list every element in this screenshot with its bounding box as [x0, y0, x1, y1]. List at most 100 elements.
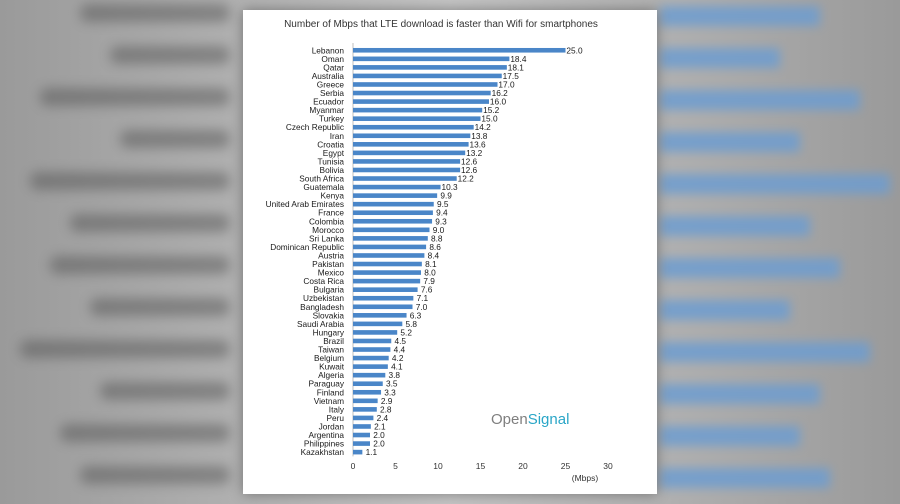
value-label-oman: 18.4 [510, 54, 527, 64]
category-label-croatia: Croatia [317, 139, 344, 149]
bar-hungary [353, 330, 398, 335]
bar-slovakia [353, 313, 407, 318]
blurred-bar [660, 300, 790, 320]
value-label-serbia: 16.2 [492, 88, 509, 98]
bar-finland [353, 389, 382, 395]
blurred-bar [660, 174, 890, 194]
x-tick-30: 30 [603, 461, 613, 471]
category-label-united-arab-emirates: United Arab Emirates [266, 199, 344, 209]
bar-kazakhstan [353, 449, 363, 455]
bar-mexico [353, 270, 421, 275]
blurred-bar [660, 342, 870, 362]
category-label-ecuador: Ecuador [313, 97, 344, 107]
category-label-czech-republic: Czech Republic [286, 122, 344, 132]
category-label-saudi-arabia: Saudi Arabia [297, 319, 344, 329]
bar-brazil [353, 338, 392, 344]
blurred-bar [660, 6, 820, 26]
value-label-guatemala: 10.3 [441, 182, 458, 192]
bar-pakistan [353, 261, 422, 267]
category-label-lebanon: Lebanon [312, 45, 345, 55]
category-label-bulgaria: Bulgaria [314, 285, 345, 295]
bar-egypt [353, 150, 466, 156]
bar-kenya [353, 193, 438, 198]
value-label-argentina: 2.0 [373, 430, 385, 440]
opensignal-logo: OpenSignal [491, 411, 569, 428]
blurred-label [40, 88, 230, 106]
bars-group [352, 43, 566, 457]
blurred-label [90, 298, 230, 316]
blurred-label [80, 4, 230, 22]
blurred-label [60, 424, 230, 442]
value-label-italy: 2.8 [380, 404, 392, 414]
category-label-myanmar: Myanmar [309, 105, 344, 115]
bar-paraguay [353, 381, 383, 387]
value-label-united-arab-emirates: 9.5 [437, 199, 449, 209]
bar-tunisia [353, 159, 461, 164]
category-label-uzbekistan: Uzbekistan [303, 293, 344, 303]
chart-title: Number of Mbps that LTE download is fast… [284, 19, 598, 30]
blurred-label [20, 340, 230, 358]
x-tick-20: 20 [518, 461, 528, 471]
value-label-uzbekistan: 7.1 [417, 293, 429, 303]
bar-guatemala [353, 184, 441, 190]
value-label-greece: 17.0 [498, 79, 515, 89]
value-label-slovakia: 6.3 [410, 310, 422, 320]
bar-austria [353, 253, 425, 258]
value-label-algeria: 3.8 [389, 370, 401, 380]
blurred-bar [660, 258, 840, 278]
value-label-jordan: 2.1 [374, 421, 386, 431]
bar-morocco [353, 227, 430, 233]
x-axis-unit-label: (Mbps) [572, 473, 599, 483]
blurred-bar [660, 384, 820, 404]
logo-signal-text: Signal [528, 411, 570, 428]
bar-united-arab-emirates [353, 201, 434, 207]
bar-algeria [353, 372, 386, 378]
blurred-bar [660, 468, 830, 488]
bar-myanmar [353, 107, 483, 113]
value-label-kazakhstan: 1.1 [366, 447, 378, 457]
value-label-paraguay: 3.5 [386, 379, 398, 389]
bar-bulgaria [353, 287, 418, 292]
blurred-bar [660, 132, 800, 152]
value-label-south-africa: 12.2 [458, 174, 475, 184]
bar-oman [353, 56, 510, 62]
category-label-jordan: Jordan [319, 421, 345, 431]
value-label-bulgaria: 7.6 [421, 285, 433, 295]
x-tick-10: 10 [433, 461, 443, 471]
category-label-dominican-republic: Dominican Republic [270, 242, 344, 252]
x-axis-ticks-group: 0 5 10 15 20 25 30 [351, 461, 613, 471]
category-label-hungary: Hungary [313, 327, 345, 337]
bar-jordan [353, 424, 371, 429]
category-label-france: France [318, 208, 344, 218]
value-label-kuwait: 4.1 [391, 362, 403, 372]
bar-serbia [353, 90, 491, 96]
category-label-bolivia: Bolivia [320, 165, 345, 175]
category-label-taiwan: Taiwan [318, 345, 344, 355]
category-label-costa-rica: Costa Rica [303, 276, 344, 286]
category-label-belgium: Belgium [314, 353, 344, 363]
bar-south-africa [353, 176, 457, 181]
value-label-dominican-republic: 8.6 [429, 242, 441, 252]
category-label-finland: Finland [317, 387, 345, 397]
blurred-label [120, 130, 230, 148]
category-label-slovakia: Slovakia [313, 310, 345, 320]
value-label-pakistan: 8.1 [425, 259, 437, 269]
category-label-philippines: Philippines [304, 439, 344, 449]
bar-belgium [353, 355, 389, 361]
value-label-turkey: 15.0 [481, 114, 498, 124]
value-label-bangladesh: 7.0 [416, 302, 428, 312]
value-label-sri-lanka: 8.8 [431, 233, 443, 243]
value-label-vietnam: 2.9 [381, 396, 393, 406]
category-label-argentina: Argentina [308, 430, 344, 440]
category-label-turkey: Turkey [319, 114, 345, 124]
value-label-finland: 3.3 [384, 387, 396, 397]
value-label-hungary: 5.2 [400, 327, 412, 337]
bar-saudi-arabia [353, 321, 403, 327]
value-label-morocco: 9.0 [433, 225, 445, 235]
bar-croatia [353, 142, 469, 147]
category-label-morocco: Morocco [312, 225, 344, 235]
logo-open-text: Open [491, 411, 528, 428]
bar-chart: Number of Mbps that LTE download is fast… [266, 19, 613, 483]
category-label-kazakhstan: Kazakhstan [301, 447, 345, 457]
category-label-colombia: Colombia [309, 216, 344, 226]
